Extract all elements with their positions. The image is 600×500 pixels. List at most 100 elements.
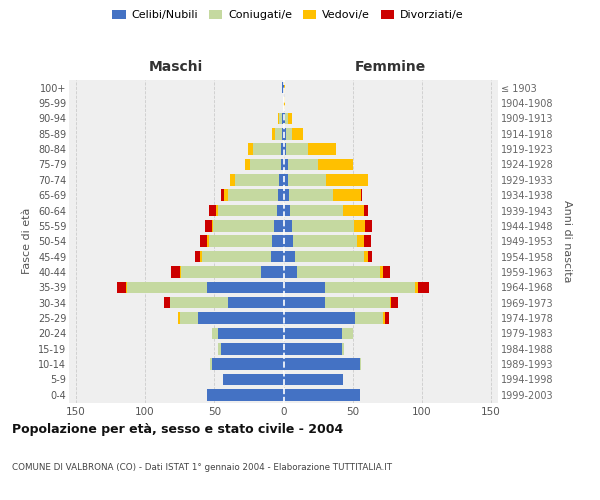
Bar (287, 174, 326, 186)
Bar (284, 374, 343, 385)
Bar (334, 190, 361, 201)
Bar (390, 297, 391, 308)
Y-axis label: Anni di nascita: Anni di nascita (562, 200, 572, 282)
Bar (383, 312, 385, 324)
Bar (181, 266, 262, 278)
Bar (274, 220, 284, 232)
Bar (213, 220, 274, 232)
Bar (178, 312, 180, 324)
Bar (202, 251, 271, 262)
Bar (281, 144, 284, 155)
Bar (364, 251, 368, 262)
Bar (343, 205, 364, 216)
Bar (284, 251, 295, 262)
Bar (277, 205, 284, 216)
Bar (282, 112, 284, 124)
Bar (212, 220, 213, 232)
Text: Femmine: Femmine (355, 60, 427, 74)
Bar (221, 190, 224, 201)
Bar (284, 158, 287, 170)
Bar (280, 112, 282, 124)
Bar (208, 282, 284, 293)
Bar (284, 190, 289, 201)
Bar (380, 266, 383, 278)
Bar (271, 251, 284, 262)
Bar (285, 112, 287, 124)
Bar (212, 328, 218, 339)
Bar (172, 266, 180, 278)
Text: COMUNE DI VALBRONA (CO) - Dati ISTAT 1° gennaio 2004 - Elaborazione TUTTITALIA.I: COMUNE DI VALBRONA (CO) - Dati ISTAT 1° … (12, 462, 392, 471)
Bar (298, 266, 380, 278)
Bar (318, 158, 353, 170)
Bar (218, 328, 284, 339)
Bar (253, 144, 281, 155)
Bar (287, 112, 292, 124)
Bar (341, 328, 353, 339)
Bar (383, 266, 390, 278)
Bar (284, 98, 285, 109)
Bar (210, 358, 212, 370)
Bar (228, 190, 278, 201)
Bar (359, 358, 361, 370)
Bar (262, 266, 284, 278)
Bar (282, 128, 284, 140)
Bar (284, 220, 292, 232)
Bar (284, 358, 359, 370)
Bar (365, 220, 372, 232)
Bar (126, 282, 127, 293)
Bar (180, 266, 181, 278)
Bar (418, 282, 429, 293)
Bar (284, 266, 298, 278)
Bar (286, 128, 292, 140)
Bar (208, 236, 209, 247)
Bar (295, 251, 364, 262)
Bar (127, 282, 208, 293)
Bar (292, 220, 354, 232)
Bar (223, 374, 284, 385)
Bar (215, 205, 218, 216)
Bar (286, 144, 308, 155)
Bar (170, 297, 228, 308)
Bar (250, 158, 281, 170)
Bar (218, 205, 277, 216)
Bar (198, 312, 284, 324)
Bar (212, 358, 284, 370)
Bar (284, 236, 293, 247)
Bar (325, 282, 415, 293)
Bar (195, 251, 200, 262)
Bar (230, 174, 235, 186)
Bar (235, 174, 280, 186)
Bar (341, 343, 344, 354)
Bar (221, 343, 284, 354)
Bar (287, 158, 318, 170)
Bar (209, 236, 272, 247)
Bar (293, 236, 357, 247)
Bar (284, 297, 325, 308)
Bar (164, 297, 170, 308)
Bar (248, 144, 253, 155)
Bar (308, 144, 336, 155)
Bar (284, 312, 355, 324)
Bar (284, 282, 325, 293)
Bar (284, 128, 286, 140)
Bar (282, 82, 284, 94)
Bar (272, 128, 275, 140)
Bar (385, 312, 389, 324)
Bar (218, 343, 221, 354)
Bar (364, 205, 368, 216)
Bar (245, 158, 250, 170)
Bar (224, 190, 228, 201)
Bar (325, 297, 390, 308)
Bar (280, 174, 284, 186)
Bar (284, 205, 290, 216)
Bar (272, 236, 284, 247)
Bar (355, 312, 383, 324)
Bar (391, 297, 398, 308)
Bar (118, 282, 126, 293)
Bar (364, 236, 371, 247)
Bar (205, 220, 212, 232)
Bar (326, 174, 368, 186)
Bar (361, 190, 362, 201)
Bar (275, 128, 282, 140)
Bar (292, 128, 303, 140)
